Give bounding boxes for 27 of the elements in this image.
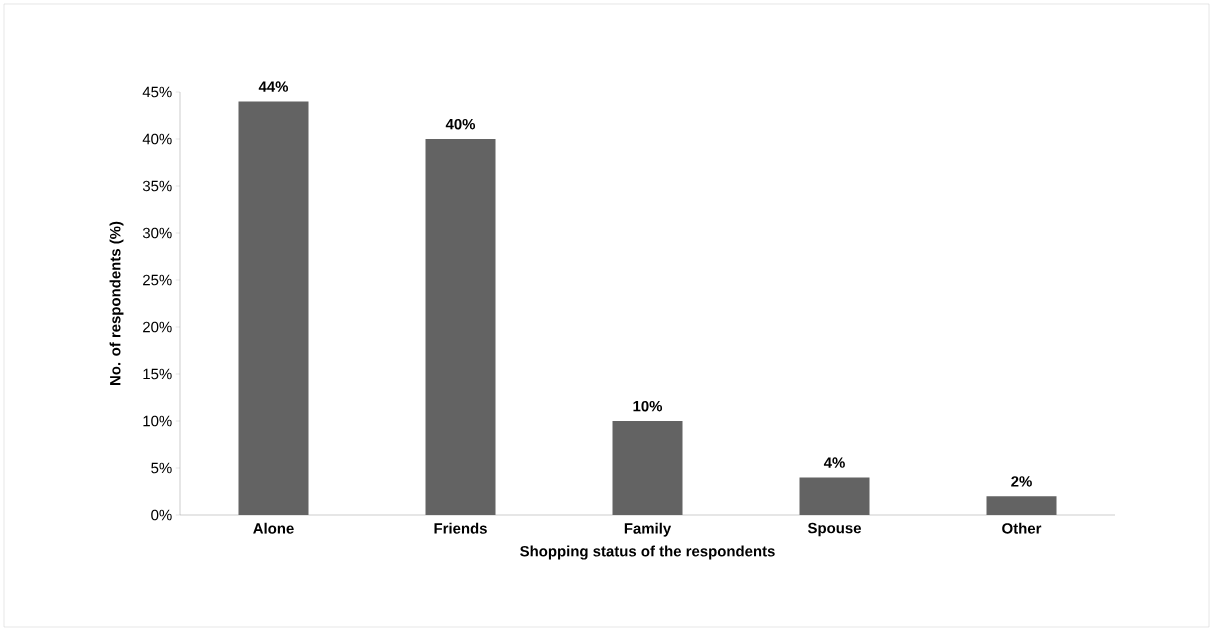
data-label: 40% bbox=[445, 118, 476, 130]
x-tick-label: Friends bbox=[434, 522, 487, 534]
data-label: 4% bbox=[823, 457, 845, 468]
y-axis-title: No. of respondents (%) bbox=[109, 221, 124, 385]
y-tick-label: 15% bbox=[143, 368, 172, 380]
y-tick-label: 40% bbox=[142, 133, 172, 145]
y-tick-label: 35% bbox=[142, 180, 172, 192]
data-label: 44% bbox=[258, 81, 289, 92]
x-axis-title: Shopping status of the respondents bbox=[520, 545, 775, 560]
bar bbox=[986, 496, 1057, 515]
y-tick-label: 5% bbox=[151, 462, 172, 474]
y-tick-label: 30% bbox=[142, 227, 172, 239]
y-tick-label: 0% bbox=[151, 509, 172, 521]
x-tick-label: Family bbox=[624, 522, 672, 537]
data-label: 10% bbox=[633, 400, 663, 412]
bar bbox=[238, 101, 309, 515]
bar bbox=[612, 421, 683, 515]
x-tick-label: Alone bbox=[253, 522, 294, 534]
y-tick-label: 10% bbox=[143, 415, 172, 427]
x-tick-label: Spouse bbox=[807, 522, 861, 537]
y-tick-label: 25% bbox=[143, 274, 172, 286]
bar bbox=[799, 477, 870, 515]
data-label: 2% bbox=[1011, 476, 1032, 487]
bar bbox=[425, 139, 496, 515]
y-tick-label: 20% bbox=[143, 321, 172, 333]
x-tick-label: Other bbox=[1002, 522, 1042, 534]
y-tick-label: 45% bbox=[142, 86, 172, 98]
